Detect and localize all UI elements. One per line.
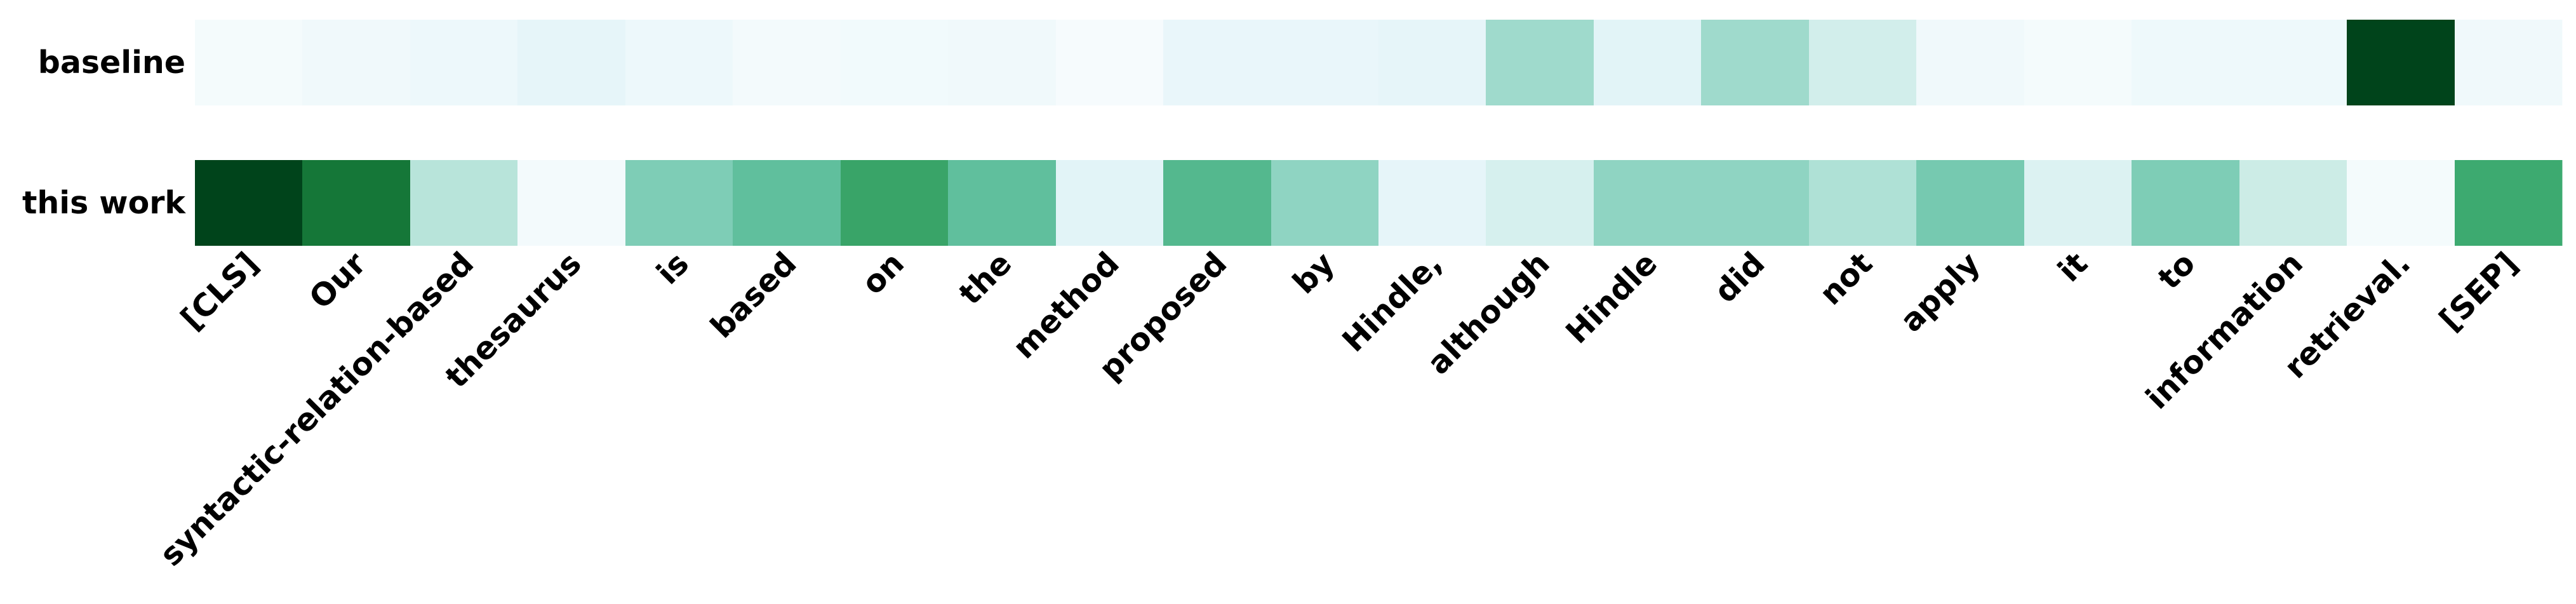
row-labels: baseline this work: [22, 44, 186, 221]
heatmap-cell: [1486, 160, 1594, 246]
heatmap-cell: [2024, 20, 2132, 105]
heatmap-cell: [1701, 20, 1810, 105]
heatmap-cell: [2455, 20, 2563, 105]
column-tick-label: by: [1286, 245, 1342, 301]
column-tick-label: is: [650, 245, 696, 292]
column-tick-label: not: [1813, 245, 1879, 312]
heatmap-cell: [948, 20, 1057, 105]
column-tick-label: Our: [302, 245, 373, 316]
heatmap-cell: [1809, 20, 1917, 105]
column-tick-label: on: [855, 245, 911, 302]
heatmap-cell: [2239, 160, 2347, 246]
heatmap-cell: [2132, 160, 2240, 246]
heatmap-cell: [1378, 160, 1486, 246]
heatmap-cell: [948, 160, 1057, 246]
heatmap-cell: [1916, 20, 2025, 105]
heatmap-cell: [410, 160, 518, 246]
heatmap-cell: [2024, 160, 2132, 246]
heatmap-cell: [1056, 160, 1164, 246]
heatmap-cell: [2455, 160, 2563, 246]
heatmap-cell: [733, 160, 841, 246]
heatmap-cell: [625, 20, 733, 105]
heatmap-cell: [302, 160, 411, 246]
heatmap-cell: [195, 20, 303, 105]
column-tick-label: [SEP]: [2433, 245, 2525, 338]
column-tick-label: to: [2151, 245, 2203, 297]
row-label: baseline: [38, 44, 185, 81]
column-tick-label: it: [2051, 245, 2095, 289]
heatmap-cell: [302, 20, 411, 105]
heatmap-cell: [841, 20, 949, 105]
column-tick-label: Hindle: [1559, 245, 1664, 351]
heatmap-cell: [1594, 20, 1702, 105]
heatmap-cell: [1271, 20, 1379, 105]
column-tick-labels: [CLS] Oursyntactic-relation-basedthesauru…: [153, 245, 2525, 574]
column-tick-label: based: [704, 245, 803, 345]
heatmap-cell: [1056, 20, 1164, 105]
heatmap-cell: [1486, 20, 1594, 105]
heatmap-cell: [1163, 160, 1272, 246]
heatmap-cell: [1916, 160, 2025, 246]
heatmap-cell: [1271, 160, 1379, 246]
heatmap-cell: [2347, 160, 2455, 246]
column-tick-label: the: [952, 245, 1018, 312]
heatmap-cell: [1809, 160, 1917, 246]
column-tick-label: [CLS]: [174, 245, 265, 337]
heatmap-cell: [1378, 20, 1486, 105]
heatmap-cell: [517, 160, 626, 246]
heatmap-cell: [733, 20, 841, 105]
heatmap-cell: [2347, 20, 2455, 105]
column-tick-label: apply: [1893, 245, 1987, 339]
heatmap-cell: [517, 20, 626, 105]
heatmap-cell: [1594, 160, 1702, 246]
heatmap-cell: [841, 160, 949, 246]
column-tick-label: Hindle,: [1335, 245, 1449, 359]
heatmap-cell: [410, 20, 518, 105]
heatmap-cell: [1163, 20, 1272, 105]
row-label: this work: [22, 185, 186, 221]
heatmap-cell: [195, 160, 303, 246]
heatmap-cells: [195, 20, 2563, 246]
column-tick-label: did: [1707, 245, 1772, 310]
heatmap-cell: [2239, 20, 2347, 105]
heatmap-cell: [625, 160, 733, 246]
heatmap-cell: [2132, 20, 2240, 105]
heatmap-cell: [1701, 160, 1810, 246]
